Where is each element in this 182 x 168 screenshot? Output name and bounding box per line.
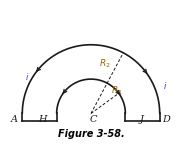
Text: $R_2$: $R_2$ [99,58,111,70]
Text: A: A [11,115,18,124]
Text: $i$: $i$ [163,80,168,91]
Text: C: C [89,115,97,124]
Text: $i$: $i$ [25,71,29,82]
Text: $R_1$: $R_1$ [111,84,122,97]
Text: H: H [38,115,46,124]
Text: J: J [140,115,144,124]
Text: Figure 3-58.: Figure 3-58. [58,129,124,139]
Text: D: D [162,115,170,124]
